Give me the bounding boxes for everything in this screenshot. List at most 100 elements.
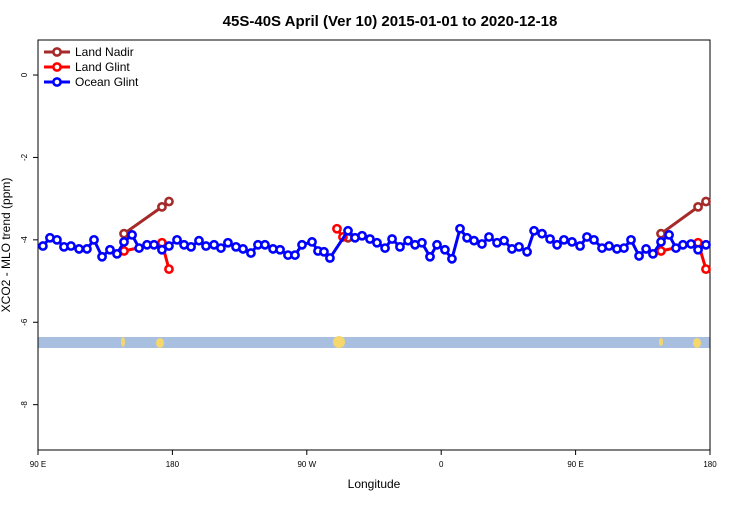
- point: [469, 235, 479, 246]
- point: [97, 251, 107, 262]
- point: [216, 243, 226, 253]
- point: [186, 241, 196, 252]
- point: [319, 246, 329, 257]
- y-tick-label: -4: [20, 236, 29, 244]
- point: [89, 234, 99, 245]
- point: [357, 230, 367, 241]
- x-tick-label: 90 W: [297, 460, 316, 469]
- point: [537, 228, 547, 239]
- point: [343, 225, 353, 236]
- legend-label: Land Nadir: [75, 45, 134, 59]
- x-axis-title: Longitude: [348, 477, 401, 491]
- point: [567, 237, 577, 247]
- point: [372, 237, 382, 248]
- point: [529, 225, 539, 236]
- point: [589, 234, 599, 245]
- point: [82, 244, 92, 254]
- point: [552, 239, 562, 250]
- point: [701, 196, 711, 207]
- y-tick-label: -6: [20, 318, 29, 326]
- land-spots: [121, 336, 701, 348]
- point: [656, 228, 666, 239]
- surface-band: [38, 337, 710, 348]
- point: [246, 248, 256, 258]
- point: [648, 248, 658, 259]
- chart-title: 45S-40S April (Ver 10) 2015-01-01 to 202…: [223, 13, 558, 30]
- point: [149, 239, 159, 250]
- point: [164, 241, 174, 251]
- y-tick-label: 0: [20, 72, 29, 77]
- x-tick-label: 90 E: [30, 460, 46, 469]
- y-tick-label: -2: [20, 153, 29, 161]
- point: [447, 253, 457, 264]
- point: [380, 243, 390, 253]
- point: [164, 264, 174, 275]
- point: [440, 244, 450, 255]
- legend-marker: [52, 77, 62, 87]
- point: [172, 234, 182, 245]
- point: [38, 241, 48, 251]
- point: [619, 243, 629, 253]
- point: [656, 237, 666, 247]
- point: [325, 253, 335, 263]
- point: [559, 234, 569, 245]
- legend-label: Ocean Glint: [75, 75, 139, 89]
- point: [417, 237, 427, 248]
- legend-marker: [52, 62, 62, 72]
- point: [693, 244, 703, 255]
- point: [66, 241, 76, 251]
- point: [157, 244, 167, 255]
- x-tick-label: 180: [166, 460, 180, 469]
- legend-marker: [52, 47, 62, 57]
- point: [275, 244, 285, 255]
- point: [365, 234, 375, 244]
- point: [641, 244, 651, 254]
- point: [455, 223, 465, 234]
- point: [223, 237, 233, 248]
- x-tick-label: 0: [439, 460, 444, 469]
- point: [575, 241, 585, 251]
- point: [432, 239, 442, 250]
- point: [134, 243, 144, 253]
- point: [119, 228, 129, 239]
- point: [522, 246, 532, 257]
- point: [701, 264, 711, 275]
- point: [105, 244, 115, 255]
- point: [634, 251, 644, 261]
- point: [545, 234, 555, 244]
- point: [604, 241, 614, 251]
- point: [656, 246, 666, 256]
- x-tick-label: 180: [703, 460, 717, 469]
- point: [403, 235, 413, 246]
- point: [201, 241, 211, 251]
- point: [74, 244, 84, 254]
- point: [297, 239, 307, 250]
- point: [686, 239, 696, 249]
- point: [387, 234, 397, 244]
- point: [260, 239, 270, 250]
- point: [290, 250, 300, 260]
- point: [477, 239, 487, 249]
- point: [164, 196, 174, 207]
- point: [112, 248, 122, 259]
- point: [484, 232, 494, 242]
- point: [678, 239, 688, 250]
- point: [693, 201, 703, 212]
- legend-label: Land Glint: [75, 60, 130, 74]
- y-tick-label: -8: [20, 401, 29, 409]
- y-axis-title: XCO2 - MLO trend (ppm): [0, 178, 13, 313]
- point: [52, 234, 62, 245]
- point: [157, 201, 167, 212]
- x-tick-label: 90 E: [567, 460, 583, 469]
- point: [514, 241, 524, 252]
- point: [194, 235, 204, 246]
- point: [395, 241, 405, 252]
- point: [626, 234, 636, 245]
- point: [499, 235, 509, 246]
- point: [701, 239, 711, 250]
- point: [238, 244, 248, 254]
- point: [332, 223, 342, 234]
- point: [664, 230, 674, 240]
- point: [307, 237, 317, 247]
